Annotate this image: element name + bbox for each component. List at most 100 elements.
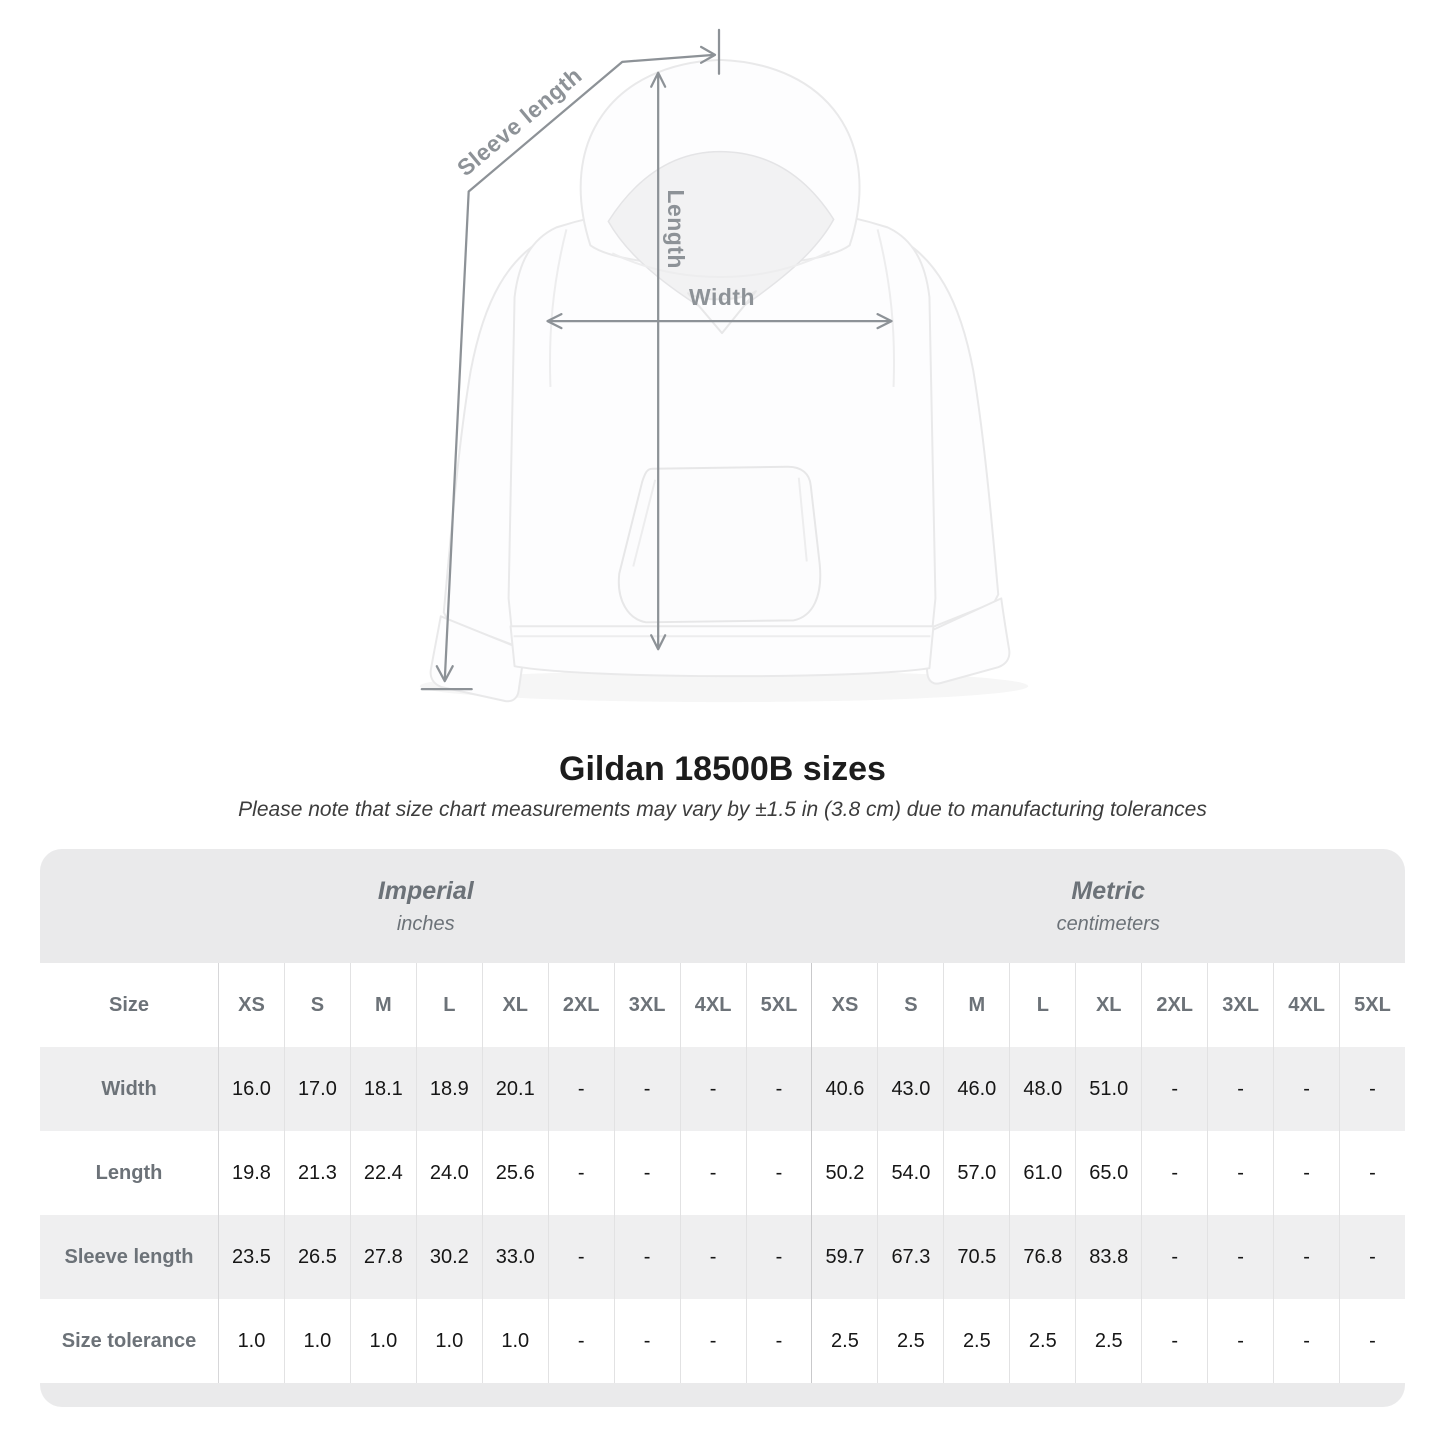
column-header-metric-xl: XL [1075, 963, 1141, 1047]
value-cell: 1.0 [283, 1299, 350, 1383]
width-arrowhead-right [876, 313, 893, 330]
value-cell: - [679, 1215, 746, 1299]
metric-label: Metric [1071, 876, 1146, 905]
value-cell: - [613, 1131, 680, 1215]
value-cell: 25.6 [481, 1131, 548, 1215]
value-cell: 26.5 [283, 1215, 350, 1299]
unit-group-imperial: Imperial inches [40, 849, 812, 963]
value-cell: 51.0 [1075, 1047, 1142, 1131]
value-cell: 48.0 [1009, 1047, 1076, 1131]
value-cell: 1.0 [415, 1299, 482, 1383]
value-cell: 54.0 [877, 1131, 943, 1215]
value-cell: - [1141, 1215, 1208, 1299]
value-cell: - [547, 1047, 614, 1131]
value-cell: 19.8 [218, 1131, 284, 1215]
value-cell: 57.0 [943, 1131, 1009, 1215]
column-header-imperial-m: M [349, 963, 416, 1047]
value-cell: 1.0 [349, 1299, 416, 1383]
value-cell: 65.0 [1075, 1131, 1141, 1215]
value-cell: - [1141, 1299, 1207, 1383]
value-cell: 1.0 [218, 1299, 284, 1383]
hoodie-pocket-left-seam [632, 479, 657, 567]
sleeve-arrowhead-down [435, 665, 454, 683]
value-cell: 23.5 [218, 1215, 284, 1299]
value-cell: - [1207, 1047, 1274, 1131]
value-cell: 2.5 [811, 1299, 877, 1383]
table-footer-bar [40, 1383, 1405, 1407]
column-header-imperial-5xl: 5XL [745, 963, 812, 1047]
hoodie-ground-shadow [419, 670, 1029, 703]
imperial-label: Imperial [377, 876, 474, 905]
row-label: Sleeve length [40, 1215, 218, 1299]
value-cell: - [547, 1131, 614, 1215]
value-cell: - [613, 1299, 680, 1383]
hoodie-left-armhole-seam [548, 229, 568, 387]
column-header-metric-xs: XS [811, 963, 877, 1047]
value-cell: 2.5 [877, 1299, 943, 1383]
value-cell: - [547, 1299, 614, 1383]
width-label: Width [689, 284, 755, 310]
hoodie-left-cuff [429, 615, 526, 703]
row-label: Length [95, 1161, 163, 1184]
value-cell: 1.0 [481, 1299, 548, 1383]
value-cell: 76.8 [1009, 1215, 1076, 1299]
column-header-imperial-l: L [415, 963, 482, 1047]
value-cell: - [745, 1131, 812, 1215]
value-cell: - [679, 1299, 746, 1383]
value-cell: 33.0 [481, 1215, 548, 1299]
row-label: Width [40, 1047, 218, 1131]
value-cell: - [1273, 1299, 1339, 1383]
hoodie-collar-seam [611, 250, 831, 278]
row-label: Size tolerance [61, 1329, 197, 1352]
length-label: Length [663, 189, 689, 268]
value-cell: - [1339, 1047, 1405, 1131]
value-cell: 17.0 [283, 1047, 350, 1131]
value-cell: - [745, 1215, 812, 1299]
hoodie-right-cuff [922, 597, 1011, 685]
value-cell: 2.5 [1009, 1299, 1075, 1383]
unit-group-metric: Metric centimeters [812, 849, 1406, 963]
unit-header-bar: Imperial inches Metric centimeters [40, 849, 1405, 963]
value-cell: - [1207, 1299, 1273, 1383]
value-cell: 22.4 [349, 1131, 416, 1215]
value-cell: 83.8 [1075, 1215, 1142, 1299]
length-arrowhead-down [650, 634, 667, 651]
value-cell: 24.0 [415, 1131, 482, 1215]
column-header-imperial-xl: XL [481, 963, 548, 1047]
value-cell: - [1339, 1131, 1405, 1215]
value-cell: 27.8 [349, 1215, 416, 1299]
column-header-imperial-s: S [283, 963, 350, 1047]
page-title: Gildan 18500B sizes [559, 750, 886, 788]
value-cell: 43.0 [877, 1047, 944, 1131]
hoodie-hood-drape [687, 290, 757, 335]
sleeve-length-label: Sleeve length [452, 62, 587, 181]
value-cell: 50.2 [811, 1131, 877, 1215]
size-chart-grid: Size XS S M L XL 2XL 3XL 4XL 5XL XS S M L XL 2XL 3XL 4XL 5… [40, 963, 1405, 1383]
value-cell: 30.2 [415, 1215, 482, 1299]
value-cell: 46.0 [943, 1047, 1010, 1131]
value-cell: - [679, 1047, 746, 1131]
value-cell: 61.0 [1009, 1131, 1075, 1215]
value-cell: - [1273, 1047, 1340, 1131]
value-cell: 59.7 [811, 1215, 878, 1299]
column-header-imperial-3xl: 3XL [613, 963, 680, 1047]
hoodie-illustration [419, 58, 1029, 703]
metric-unit-label: centimeters [1056, 912, 1160, 935]
value-cell: 21.3 [283, 1131, 350, 1215]
column-header-imperial-2xl: 2XL [547, 963, 614, 1047]
value-cell: - [1141, 1131, 1207, 1215]
column-header-metric-4xl: 4XL [1273, 963, 1339, 1047]
column-header-metric-m: M [943, 963, 1009, 1047]
value-cell: 2.5 [943, 1299, 1009, 1383]
column-header-size: Size [108, 993, 150, 1016]
value-cell: - [613, 1047, 680, 1131]
column-header-metric-s: S [877, 963, 943, 1047]
width-arrowhead-left [546, 313, 563, 330]
value-cell: - [1339, 1215, 1405, 1299]
hoodie-pocket-right-seam [797, 477, 808, 562]
tolerance-note: Please note that size chart measurements… [238, 798, 1207, 821]
value-cell: - [1141, 1047, 1208, 1131]
value-cell: 40.6 [811, 1047, 878, 1131]
value-cell: 70.5 [943, 1215, 1010, 1299]
